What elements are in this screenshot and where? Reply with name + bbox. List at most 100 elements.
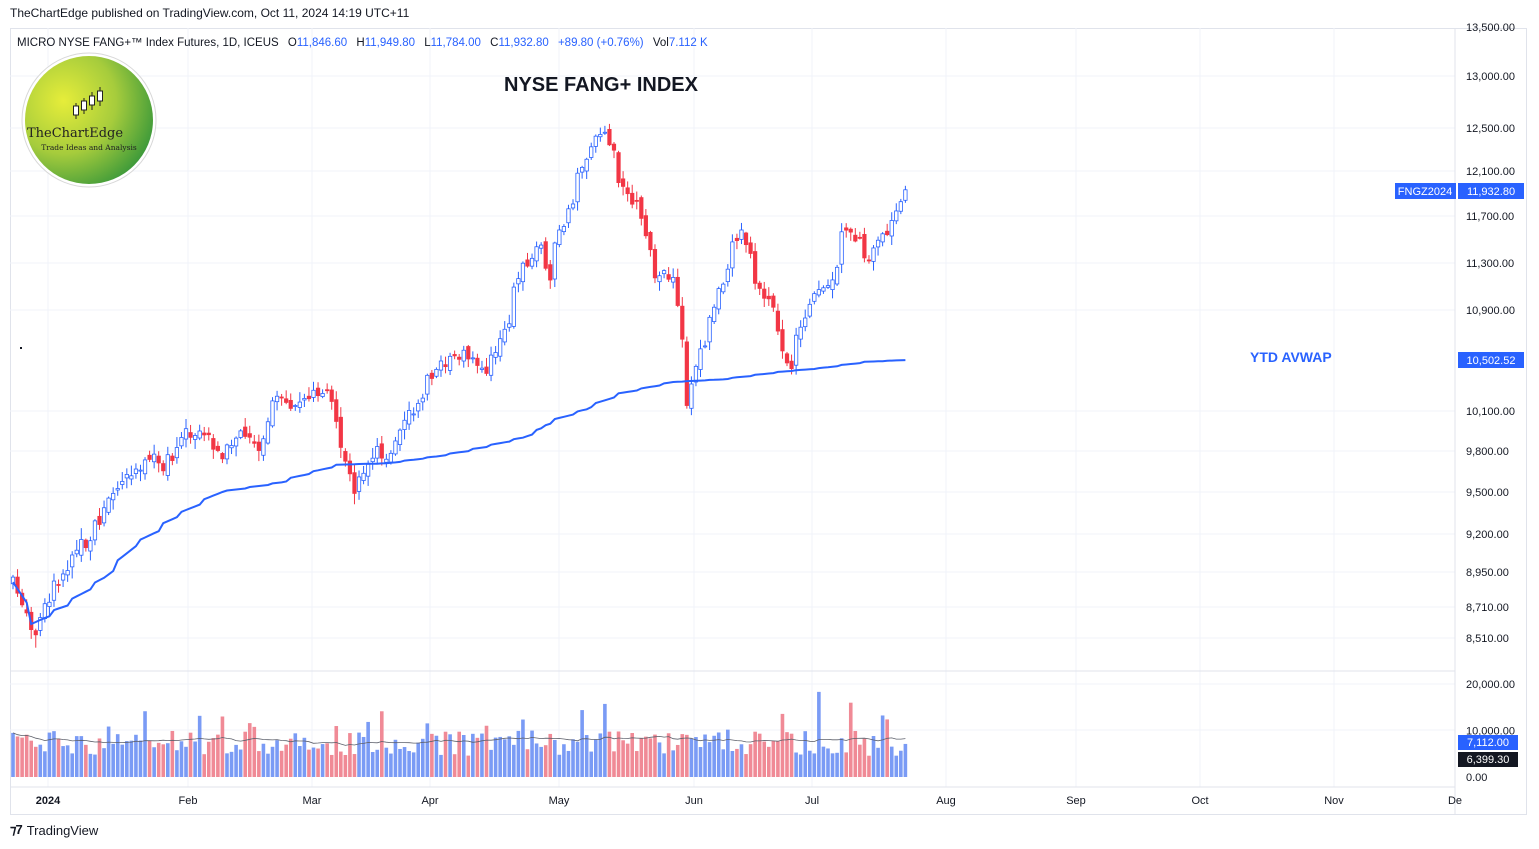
candle — [457, 353, 462, 366]
candle — [630, 184, 635, 209]
candle — [124, 468, 129, 489]
candle — [639, 195, 644, 226]
candle — [174, 437, 180, 464]
candle — [188, 424, 193, 444]
candle-body — [47, 601, 52, 607]
time-tick-label: Jun — [685, 795, 703, 807]
candle — [38, 612, 43, 637]
candle-body — [602, 131, 607, 134]
volume-bar — [753, 731, 757, 777]
publisher-line: TheChartEdge published on TradingView.co… — [10, 6, 410, 20]
candle-body — [466, 346, 471, 360]
candle-body — [894, 210, 899, 222]
candle-body — [120, 481, 125, 485]
candle — [361, 465, 366, 485]
volume-bar — [111, 743, 115, 777]
candle — [543, 237, 548, 271]
candle-body — [179, 437, 184, 447]
volume-bar — [812, 753, 817, 777]
candle — [607, 123, 612, 147]
candle — [557, 224, 562, 248]
candle-body — [511, 286, 516, 327]
volume-bar — [398, 748, 402, 777]
volume-bar — [766, 746, 771, 777]
candle-body — [475, 357, 480, 366]
volume-bar — [525, 749, 530, 777]
candle — [238, 429, 243, 440]
candle-body — [598, 134, 603, 138]
volume-bar — [439, 754, 443, 777]
candle-body — [347, 460, 353, 475]
candle-body — [338, 416, 343, 448]
volume-bar — [134, 734, 138, 777]
candle-body — [857, 236, 862, 239]
volume-bar — [657, 742, 662, 777]
candle — [197, 424, 202, 441]
candle — [229, 439, 234, 455]
volume-bar — [603, 703, 607, 777]
candle-body — [320, 393, 325, 397]
candle-body — [625, 187, 630, 195]
candle — [288, 393, 293, 411]
candle — [211, 434, 216, 459]
volume-bar — [70, 753, 74, 777]
volume-bar — [375, 749, 380, 777]
candle-body — [265, 421, 271, 444]
candle-body — [174, 447, 180, 459]
volume-bar — [389, 753, 393, 777]
time-tick-label: Aug — [936, 795, 956, 807]
volume-bar — [675, 744, 680, 777]
volume-bar — [771, 740, 776, 777]
candle-body — [866, 259, 872, 262]
volume-bar — [744, 754, 748, 777]
volume-bar — [448, 734, 452, 777]
candle — [265, 417, 271, 445]
candle — [903, 185, 908, 203]
candle — [598, 127, 603, 142]
candle-body — [397, 429, 403, 445]
candle — [816, 280, 821, 298]
candle-body — [111, 492, 116, 501]
price-tick-label: 12,500.00 — [1466, 123, 1515, 135]
candle — [407, 401, 412, 430]
candle — [671, 268, 676, 289]
volume-bar — [712, 735, 716, 777]
price-tick-label: 9,200.00 — [1466, 529, 1509, 541]
candle-body — [520, 262, 526, 283]
time-tick-label: Apr — [421, 795, 438, 807]
candle-body — [233, 437, 239, 447]
candle — [252, 435, 257, 448]
candle — [894, 203, 899, 225]
volume-bar — [502, 739, 507, 777]
volume-last-tag: 7,112.00 — [1458, 735, 1518, 750]
volume-bar — [361, 736, 366, 777]
volume-bar — [562, 744, 566, 777]
candle-body — [306, 395, 312, 400]
volume-bar — [434, 735, 439, 777]
candle — [261, 435, 266, 461]
volume-bar — [685, 734, 689, 777]
candle — [825, 279, 831, 290]
candle — [648, 230, 653, 257]
volume-bar — [407, 751, 411, 777]
volume-bar — [785, 732, 789, 777]
candle-body — [743, 232, 749, 246]
candle-body — [129, 475, 134, 480]
candle — [120, 472, 125, 490]
candle-body — [498, 338, 503, 357]
candle-body — [889, 220, 894, 237]
candle-body — [875, 239, 881, 248]
chart-frame[interactable] — [10, 28, 1527, 815]
volume-ma-tag: 6,399.30 — [1458, 752, 1518, 767]
volume-bar — [307, 749, 311, 777]
svg-text:10,502.52: 10,502.52 — [1467, 355, 1516, 367]
candle-body — [393, 440, 398, 455]
price-tick-label: 9,500.00 — [1466, 487, 1509, 499]
candle — [702, 340, 708, 349]
candle — [425, 373, 430, 401]
volume-bar — [457, 731, 461, 777]
candle-body — [529, 257, 535, 267]
candle-body — [115, 488, 120, 491]
candle-body — [775, 310, 781, 332]
